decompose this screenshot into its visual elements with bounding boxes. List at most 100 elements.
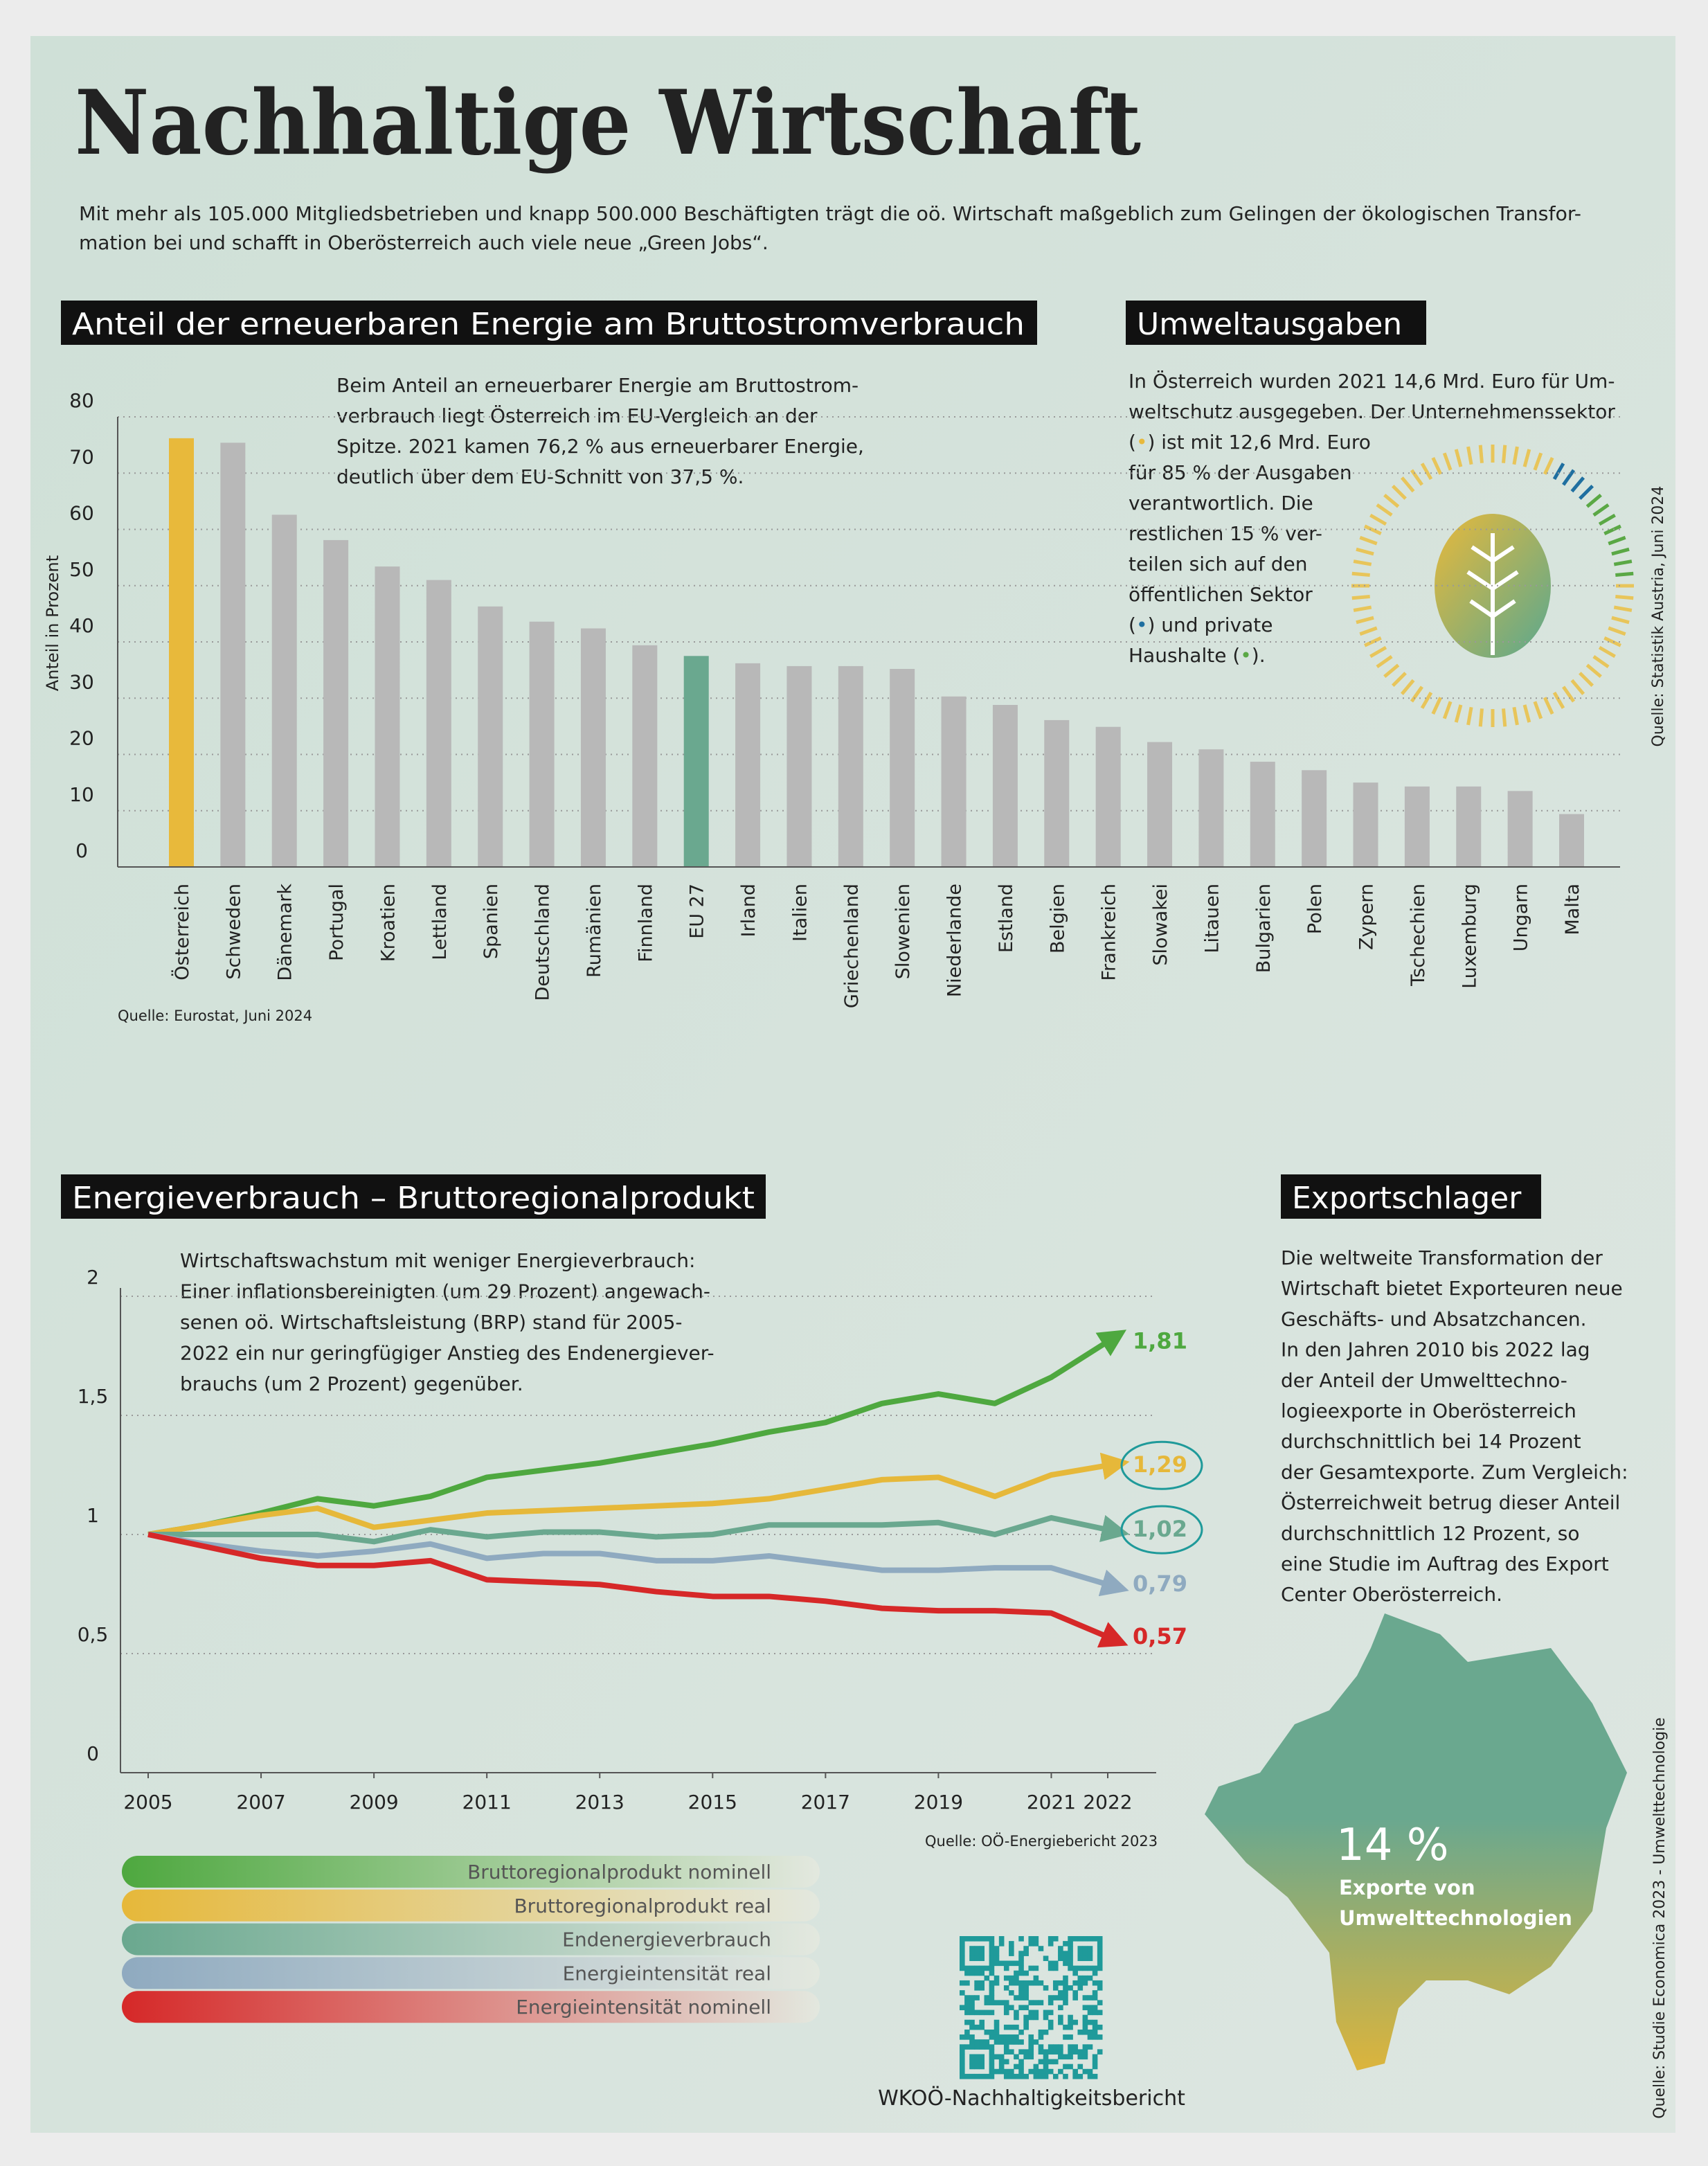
qr-code[interactable] (960, 1936, 1103, 2079)
qr-cell (969, 2054, 975, 2060)
qr-cell (994, 1955, 1000, 1962)
qr-cell (1058, 2019, 1063, 2025)
qr-cell (969, 1951, 975, 1956)
section-title: Energieverbrauch – Bruttoregionalprodukt (72, 1181, 755, 1216)
qr-cell (994, 2000, 1000, 2005)
qr-cell (974, 2064, 980, 2070)
qr-cell (989, 1990, 995, 1996)
qr-cell (960, 1980, 965, 1986)
qr-cell (1072, 2049, 1078, 2055)
qr-cell (1018, 1990, 1024, 1996)
qr-cell (1033, 2068, 1039, 2075)
paragraph-line: Wirtschaftswachstum mit weniger Energiev… (180, 1249, 695, 1272)
qr-cell (1068, 2024, 1073, 2030)
ring-tick (1369, 645, 1387, 659)
qr-cell (974, 2073, 980, 2079)
x-tick-label: Deutschland (532, 884, 554, 1001)
qr-cell (969, 1970, 975, 1976)
bar (1250, 762, 1275, 867)
qr-cell (1097, 2034, 1103, 2040)
qr-cell (984, 2029, 990, 2035)
bar (580, 628, 606, 867)
qr-cell (1082, 2024, 1088, 2030)
ring-tick (1585, 663, 1602, 679)
qr-cell (1028, 2044, 1034, 2050)
qr-cell (1052, 2049, 1059, 2055)
ring-tick (1522, 704, 1531, 723)
qr-cell (989, 2054, 995, 2060)
bar (992, 705, 1018, 867)
x-tick-label: Österreich (171, 884, 193, 981)
qr-cell (1018, 2049, 1024, 2055)
qr-cell (1014, 2014, 1019, 2021)
qr-cell (1048, 1960, 1054, 1967)
qr-cell (1097, 2010, 1103, 2016)
qr-cell (998, 2039, 1005, 2045)
ring-tick (1410, 686, 1423, 703)
qr-cell (994, 1951, 1000, 1956)
qr-cell (969, 2039, 975, 2045)
y-tick-label: 60 (69, 502, 94, 525)
qr-cell (969, 1955, 975, 1962)
source: Quelle: Statistik Austria, Juni 2024 (1650, 486, 1667, 747)
qr-cell (1072, 2019, 1078, 2025)
qr-cell (1068, 2049, 1073, 2055)
qr-cell (1058, 2014, 1063, 2021)
qr-cell (984, 1936, 990, 1942)
ring-tick (1431, 697, 1443, 715)
qr-cell (1014, 2039, 1019, 2045)
paragraph-line: der Anteil der Umwelttechno- (1281, 1369, 1567, 1392)
bar (220, 442, 246, 867)
qr-cell (1033, 2064, 1039, 2070)
paragraph-line: (•) und private (1129, 614, 1273, 636)
qr-cell (1092, 2029, 1098, 2035)
bar (735, 663, 761, 867)
qr-cell (979, 1980, 985, 1986)
ring-tick (1585, 493, 1602, 508)
ring-tick (1608, 626, 1626, 636)
qr-cell (1003, 2039, 1009, 2045)
y-tick-label: 80 (69, 389, 94, 412)
qr-cell (1063, 1951, 1068, 1956)
qr-cell (1038, 1946, 1044, 1951)
x-tick-label: Niederlande (944, 884, 966, 997)
y-tick-label: 50 (69, 558, 94, 581)
qr-cell (1092, 1995, 1098, 2001)
x-tick-label: Estland (996, 884, 1017, 953)
ring-tick (1376, 655, 1393, 669)
ring-tick (1351, 571, 1370, 577)
ring-tick (1552, 463, 1565, 481)
paragraph-line: Spitze. 2021 kamen 76,2 % aus erneuerbar… (336, 435, 864, 458)
ring-tick (1592, 503, 1610, 517)
intro-line: Mit mehr als 105.000 Mitgliedsbetrieben … (79, 202, 1581, 225)
qr-cell (989, 1965, 995, 1971)
qr-cell (969, 2005, 975, 2011)
ring-tick (1391, 672, 1407, 688)
qr-cell (989, 1941, 995, 1946)
qr-cell (1048, 2019, 1054, 2025)
source: Quelle: Eurostat, Juni 2024 (118, 1008, 312, 1024)
qr-cell (1087, 1951, 1093, 1956)
qr-cell (1028, 2034, 1034, 2040)
qr-cell (974, 1980, 980, 1986)
qr-cell (1003, 2000, 1009, 2005)
bar (529, 621, 555, 867)
qr-cell (1023, 1995, 1029, 2001)
qr-cell (1038, 2000, 1044, 2005)
qr-cell (1063, 1941, 1068, 1946)
qr-cell (1087, 2010, 1093, 2016)
qr-cell (969, 1936, 975, 1942)
qr-cell (1077, 2054, 1084, 2060)
map-caption: Umwelttechnologien (1339, 1906, 1572, 1930)
qr-cell (1009, 2024, 1014, 2030)
qr-cell (989, 2029, 995, 2035)
ring-tick (1522, 449, 1531, 467)
qr-cell (1033, 1941, 1039, 1946)
ring-tick (1442, 701, 1453, 719)
qr-cell (1082, 1955, 1088, 1962)
qr-cell (1048, 2000, 1054, 2005)
qr-cell (964, 1936, 970, 1942)
section-title: Umweltausgaben (1137, 307, 1402, 342)
qr-cell (1023, 2054, 1029, 2060)
qr-cell (989, 1995, 995, 2001)
